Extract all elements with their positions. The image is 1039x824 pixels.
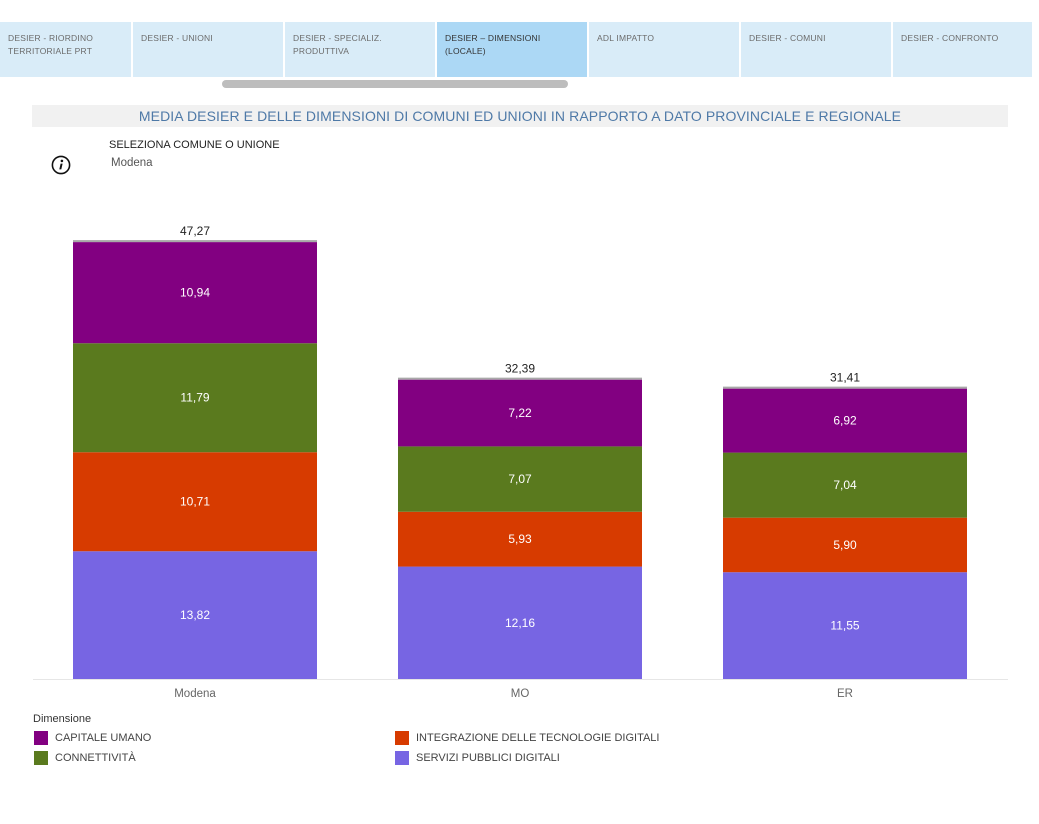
bar-segment <box>723 517 967 573</box>
tab-4[interactable]: DESIER – DIMENSIONI (LOCALE) <box>437 22 587 77</box>
total-label: 31,41 <box>830 371 860 385</box>
legend-title: Dimensione <box>33 713 92 725</box>
tab-label: DESIER – DIMENSIONI <box>445 33 541 43</box>
tab-1[interactable]: DESIER - RIORDINO TERRITORIALE PRT <box>0 22 131 77</box>
legend-label: SERVIZI PUBBLICI DIGITALI <box>416 752 560 764</box>
category-label: Modena <box>174 688 216 700</box>
chart-title: MEDIA DESIER E DELLE DIMENSIONI DI COMUN… <box>32 105 1008 127</box>
bar-total-cap <box>398 377 642 380</box>
tab-label: ADL IMPATTO <box>597 33 655 43</box>
data-label: 7,22 <box>508 406 532 420</box>
tab-label: DESIER - COMUNI <box>749 33 826 43</box>
tab-5[interactable]: ADL IMPATTO <box>589 22 739 77</box>
legend-swatch <box>395 751 409 765</box>
data-label: 13,82 <box>180 608 210 622</box>
stacked-bar-chart: 13,82 10,71 11,79 10,94 47,27 Modena 12,16 5,93… <box>33 224 1008 700</box>
data-label: 11,79 <box>180 391 209 405</box>
legend-swatch <box>34 731 48 745</box>
bar-segment <box>73 242 317 344</box>
total-label: 47,27 <box>180 224 210 238</box>
data-label: 12,16 <box>505 616 535 630</box>
bar-total-cap <box>73 240 317 243</box>
bar-segment <box>398 379 642 447</box>
data-label: 10,94 <box>180 286 210 300</box>
data-label: 5,90 <box>833 538 857 552</box>
bar-segment <box>398 511 642 567</box>
tab-label: DESIER - UNIONI <box>141 33 213 43</box>
bar-segment <box>723 452 967 518</box>
data-label: 7,07 <box>508 472 532 486</box>
selector-label: SELEZIONA COMUNE O UNIONE <box>109 139 280 151</box>
tab-6[interactable]: DESIER - COMUNI <box>741 22 891 77</box>
bar-segment <box>398 446 642 512</box>
tab-label-line2: PRODUTTIVA <box>293 46 350 56</box>
bar-segment <box>723 572 967 679</box>
legend-swatch <box>34 751 48 765</box>
data-label: 6,92 <box>833 414 857 428</box>
tab-label: DESIER - SPECIALIZ. <box>293 33 382 43</box>
category-label: MO <box>511 688 530 700</box>
data-label: 7,04 <box>833 478 857 492</box>
data-label: 11,55 <box>830 619 859 633</box>
total-label: 32,39 <box>505 362 535 376</box>
dashboard-tabs: DESIER - RIORDINO TERRITORIALE PRT DESIER … <box>0 22 1032 77</box>
data-label: 10,71 <box>180 495 210 509</box>
selector-value[interactable]: Modena <box>111 157 153 169</box>
bar-segment <box>398 566 642 679</box>
legend-label: CONNETTIVITÀ <box>55 752 136 764</box>
bar-segment <box>73 452 317 552</box>
tab-label: DESIER - CONFRONTO <box>901 33 999 43</box>
tab-2[interactable]: DESIER - UNIONI <box>133 22 283 77</box>
category-label: ER <box>837 688 853 700</box>
legend-swatch <box>395 731 409 745</box>
data-label: 5,93 <box>508 532 532 546</box>
tab-7[interactable]: DESIER - CONFRONTO <box>893 22 1032 77</box>
tab-3[interactable]: DESIER - SPECIALIZ. PRODUTTIVA <box>285 22 435 77</box>
legend-label: CAPITALE UMANO <box>55 732 152 744</box>
bar-total-cap <box>723 386 967 389</box>
tab-scrollbar[interactable] <box>222 80 568 88</box>
bar-segment <box>73 343 317 453</box>
bar-segment <box>723 388 967 453</box>
tab-label-line2: TERRITORIALE PRT <box>8 46 93 56</box>
tab-label: DESIER - RIORDINO <box>8 33 94 43</box>
bar-segment <box>73 551 317 679</box>
legend-label: INTEGRAZIONE DELLE TECNOLOGIE DIGITALI <box>416 732 660 744</box>
tab-label-line2: (LOCALE) <box>445 46 486 56</box>
info-circle-icon[interactable] <box>51 155 71 175</box>
